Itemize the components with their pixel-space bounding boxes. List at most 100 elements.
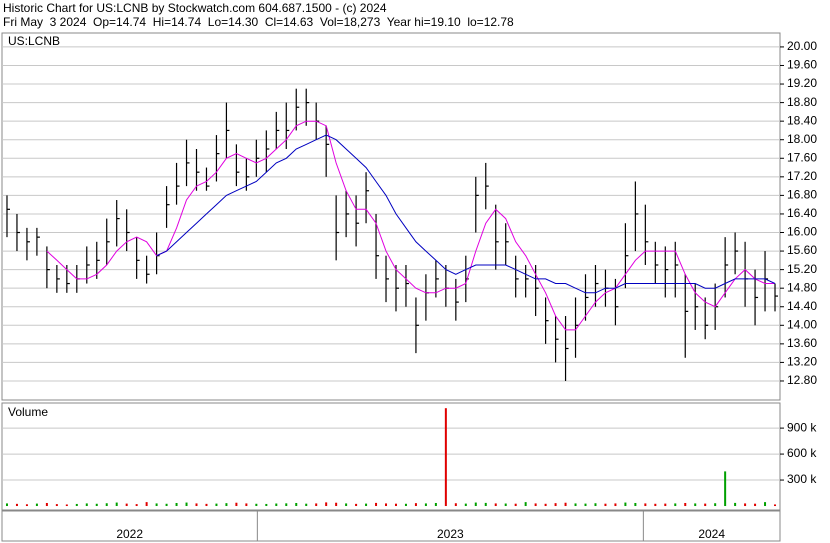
volume-bar [564,502,567,507]
volume-bar [554,503,557,507]
y-tick-label: 13.60 [787,336,817,350]
y-tick-label: 15.20 [787,262,817,276]
volume-bar [15,503,18,507]
x-tick-label: 2024 [698,527,725,541]
y-tick-label: 16.00 [787,225,817,239]
y2-tick-label: 600 k [787,446,817,460]
volume-bar [235,502,238,507]
volume-label: Volume [8,405,48,419]
volume-bar [315,503,318,507]
volume-bar [35,503,38,507]
y-tick-label: 16.80 [787,188,817,202]
volume-bar [55,504,58,507]
volume-bar [95,503,98,507]
price-panel [1,32,781,401]
volume-bar [774,504,777,507]
volume-bar [175,502,178,507]
y-tick-label: 14.00 [787,317,817,331]
y-tick-label: 16.40 [787,206,817,220]
volume-bar [365,503,368,507]
volume-bar [145,502,148,507]
volume-bar [25,504,28,507]
volume-bar [205,503,208,507]
volume-bar [534,503,537,507]
volume-bar [85,503,88,507]
volume-bar [375,502,378,507]
volume-bar [65,504,68,507]
volume-bar [385,503,388,507]
x-tick-label: 2023 [437,527,464,541]
volume-bar [654,503,657,507]
volume-bar [185,502,188,507]
volume-bar [135,504,138,507]
moving-average [46,120,775,331]
volume-bar [594,503,597,507]
y-tick-label: 18.40 [787,113,817,127]
volume-bar [285,503,288,507]
volume-bar [165,503,168,507]
volume-bar [524,502,527,507]
volume-bar [75,503,78,507]
volume-bar [275,503,278,507]
volume-bar [504,503,507,507]
volume-bar [474,502,477,507]
volume-bar [115,502,118,507]
volume-bar [414,503,417,507]
volume-bar [744,503,747,507]
volume-bar [404,503,407,507]
moving-average [156,134,776,294]
volume-panel [1,402,781,511]
volume-bar [355,503,358,507]
volume-bar [704,503,707,507]
volume-bar [714,503,717,507]
y-tick-label: 18.80 [787,95,817,109]
volume-bar [5,503,8,507]
volume-bar [684,502,687,507]
volume-bar [424,503,427,507]
y-tick-label: 15.60 [787,243,817,257]
volume-bar [464,503,467,507]
volume-bar [674,503,677,507]
y-tick-label: 20.00 [787,39,817,53]
y-tick-label: 13.20 [787,355,817,369]
date-axis [1,510,781,542]
volume-bar [664,503,667,507]
volume-bar [295,502,298,507]
volume-bar [634,502,637,507]
volume-bar [764,502,767,507]
volume-bar [694,503,697,507]
volume-bar [434,502,437,507]
y-tick-label: 18.00 [787,132,817,146]
volume-bar [225,503,228,507]
x-tick-label: 2022 [116,527,143,541]
volume-bar [125,503,128,507]
volume-bar [345,503,348,507]
volume-bar [444,408,447,507]
volume-bar [105,503,108,507]
volume-bar [215,503,218,507]
volume-bar [754,503,757,507]
y2-tick-label: 300 k [787,472,817,486]
volume-bar [604,503,607,507]
volume-bar [305,503,308,507]
symbol-label: US:LCNB [8,34,60,48]
volume-bar [494,503,497,507]
volume-bar [335,502,338,507]
y-tick-label: 14.80 [787,280,817,294]
volume-bar [614,503,617,507]
volume-bar [454,503,457,507]
volume-bar [514,503,517,507]
y2-tick-label: 900 k [787,420,817,434]
volume-bar [245,503,248,507]
volume-bar [724,471,727,507]
chart-title: Historic Chart for US:LCNB by Stockwatch… [3,1,387,15]
y-tick-label: 14.40 [787,299,817,313]
volume-bar [45,502,48,507]
volume-bar [544,503,547,507]
volume-bar [155,503,158,507]
volume-bar [484,502,487,507]
y-tick-label: 12.80 [787,373,817,387]
volume-bar [265,503,268,507]
volume-bar [584,503,587,507]
y-tick-label: 19.60 [787,58,817,72]
